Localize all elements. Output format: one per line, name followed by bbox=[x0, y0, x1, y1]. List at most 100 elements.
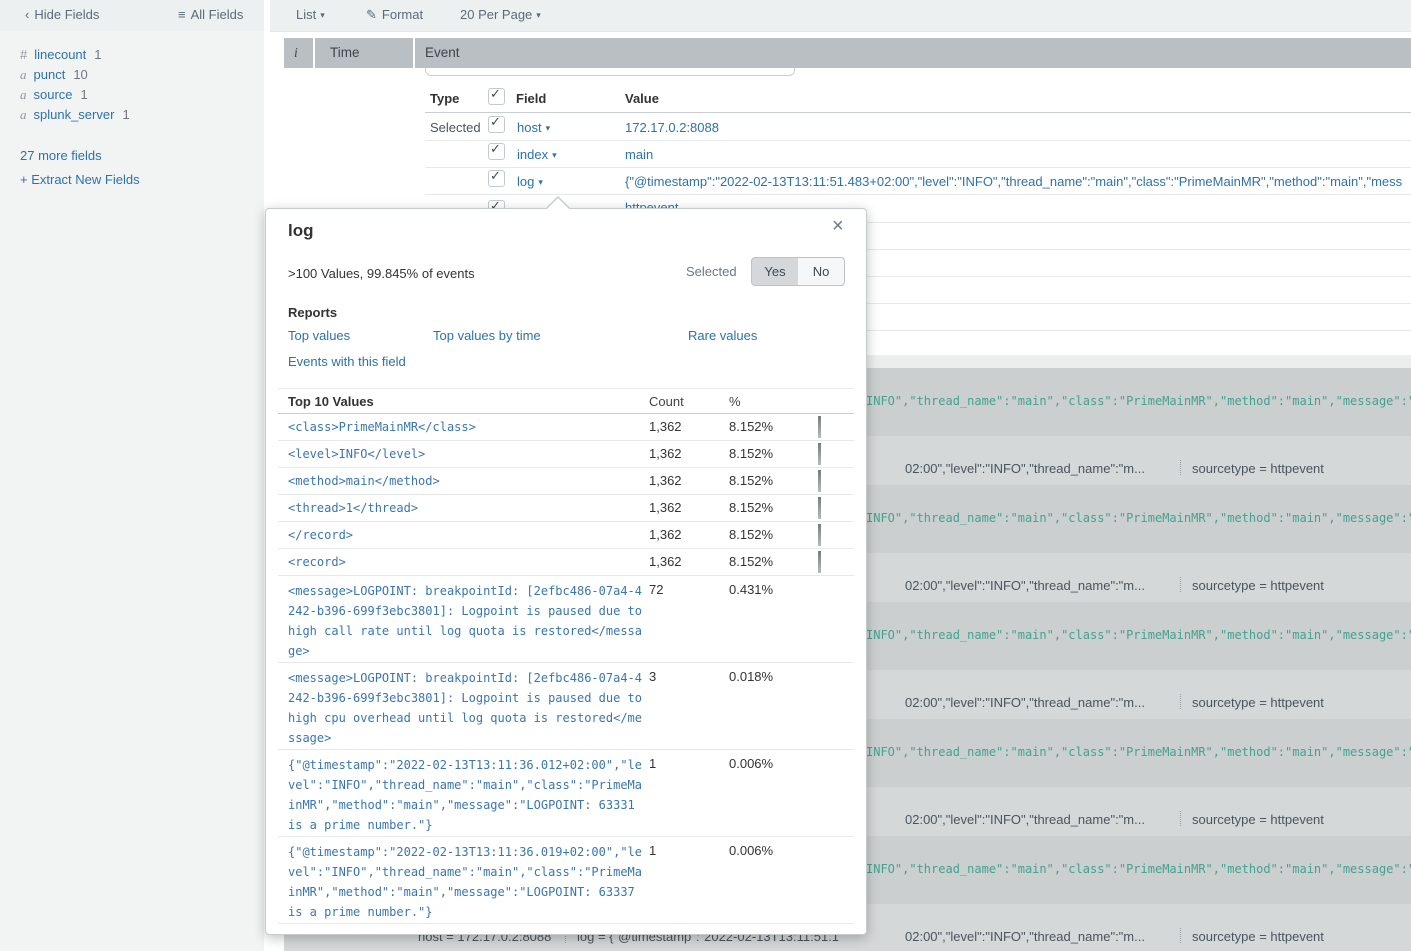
field-value-log[interactable]: {"@timestamp":"2022-02-13T13:11:51.483+0… bbox=[625, 174, 1402, 189]
field-name-host[interactable]: host▾ bbox=[517, 120, 550, 135]
divider-dotted bbox=[1180, 811, 1181, 826]
value-count: 1,362 bbox=[649, 473, 682, 488]
meta-sourcetype[interactable]: sourcetype = httpevent bbox=[1192, 461, 1324, 476]
time-column-header: Time bbox=[315, 38, 413, 68]
value-link[interactable]: <record> bbox=[288, 553, 346, 571]
popup-title: log bbox=[288, 221, 314, 241]
pct-bar bbox=[818, 497, 821, 519]
field-info-popup: log × >100 Values, 99.845% of events Sel… bbox=[265, 208, 867, 935]
field-checkbox[interactable]: ✓ bbox=[488, 116, 505, 133]
string-field-icon: a bbox=[20, 87, 27, 102]
check-icon: ✓ bbox=[490, 86, 501, 102]
divider-dotted bbox=[1180, 460, 1181, 475]
value-link[interactable]: <level>INFO</level> bbox=[288, 445, 425, 463]
field-value-index[interactable]: main bbox=[625, 147, 653, 162]
value-count: 1 bbox=[649, 756, 656, 771]
select-all-checkbox[interactable]: ✓ bbox=[488, 88, 505, 105]
sidebar-field-punct: apunct10 bbox=[20, 67, 88, 83]
raw-event-fragment: INFO","thread_name":"main","class":"Prim… bbox=[866, 862, 1411, 876]
caret-down-icon: ▾ bbox=[320, 10, 325, 20]
count-header: Count bbox=[649, 394, 684, 409]
field-value-count: 1 bbox=[122, 107, 129, 122]
extract-new-fields-link[interactable]: + Extract New Fields bbox=[20, 172, 140, 187]
meta-log-tail: 02:00","level":"INFO","thread_name":"m..… bbox=[905, 578, 1145, 593]
list-view-dropdown[interactable]: List▾ bbox=[296, 7, 325, 22]
value-pct: 8.152% bbox=[729, 527, 773, 542]
more-fields-link[interactable]: 27 more fields bbox=[20, 148, 102, 163]
selected-yes-button[interactable]: Yes bbox=[751, 257, 799, 286]
sidebar-field-source: asource1 bbox=[20, 87, 88, 103]
value-link[interactable]: <message>LOGPOINT: breakpointId: [2efbc4… bbox=[288, 581, 644, 661]
value-pct: 8.152% bbox=[729, 554, 773, 569]
details-value-header: Value bbox=[625, 91, 659, 106]
field-value-host[interactable]: 172.17.0.2:8088 bbox=[625, 120, 719, 135]
value-link[interactable]: <message>LOGPOINT: breakpointId: [2efbc4… bbox=[288, 668, 644, 748]
value-pct: 0.006% bbox=[729, 756, 773, 771]
value-link[interactable]: {"@timestamp":"2022-02-13T13:11:36.019+0… bbox=[288, 842, 644, 922]
pct-bar bbox=[818, 443, 821, 465]
meta-sourcetype[interactable]: sourcetype = httpevent bbox=[1192, 929, 1324, 944]
rare-values-link[interactable]: Rare values bbox=[688, 328, 757, 343]
sidebar-field-splunk-server: a splunk_server 1 bbox=[20, 107, 130, 123]
divider bbox=[425, 140, 1411, 141]
divider bbox=[278, 440, 854, 441]
per-page-dropdown[interactable]: 20 Per Page▾ bbox=[460, 7, 541, 22]
caret-down-icon: ▾ bbox=[552, 150, 557, 160]
meta-sourcetype[interactable]: sourcetype = httpevent bbox=[1192, 695, 1324, 710]
pct-header: % bbox=[729, 394, 741, 409]
divider bbox=[425, 112, 1411, 113]
reports-label: Reports bbox=[288, 305, 337, 320]
value-pct: 8.152% bbox=[729, 473, 773, 488]
divider bbox=[278, 521, 854, 522]
value-link[interactable]: </record> bbox=[288, 526, 353, 544]
meta-sourcetype[interactable]: sourcetype = httpevent bbox=[1192, 578, 1324, 593]
top-values-link[interactable]: Top values bbox=[288, 328, 350, 343]
divider bbox=[278, 548, 854, 549]
numeric-field-icon: # bbox=[20, 47, 27, 62]
meta-sourcetype[interactable]: sourcetype = httpevent bbox=[1192, 812, 1324, 827]
format-button[interactable]: ✎Format bbox=[366, 7, 423, 23]
hide-fields-button[interactable]: ‹Hide Fields bbox=[25, 7, 99, 22]
close-icon[interactable]: × bbox=[832, 215, 844, 238]
value-link[interactable]: {"@timestamp":"2022-02-13T13:11:36.012+0… bbox=[288, 755, 644, 835]
caret-down-icon: ▾ bbox=[536, 10, 541, 20]
divider bbox=[278, 413, 854, 414]
string-field-icon: a bbox=[20, 107, 27, 122]
divider bbox=[278, 494, 854, 495]
field-link[interactable]: punct bbox=[34, 67, 66, 82]
value-link[interactable]: <method>main</method> bbox=[288, 472, 440, 490]
field-link[interactable]: splunk_server bbox=[34, 107, 115, 122]
selected-no-button[interactable]: No bbox=[798, 257, 845, 286]
field-name-log[interactable]: log▾ bbox=[517, 174, 543, 189]
divider bbox=[278, 923, 854, 924]
value-pct: 0.018% bbox=[729, 669, 773, 684]
value-count: 1,362 bbox=[649, 527, 682, 542]
value-link[interactable]: <class>PrimeMainMR</class> bbox=[288, 418, 476, 436]
value-count: 1,362 bbox=[649, 554, 682, 569]
row-type-label: Selected bbox=[430, 120, 481, 135]
check-icon: ✓ bbox=[490, 114, 501, 130]
divider bbox=[425, 194, 1411, 195]
caret-down-icon: ▾ bbox=[546, 123, 551, 133]
field-link[interactable]: linecount bbox=[34, 47, 86, 62]
field-checkbox[interactable]: ✓ bbox=[488, 143, 505, 160]
divider-dotted bbox=[1180, 577, 1181, 592]
sidebar-field-linecount: #linecount1 bbox=[20, 47, 102, 62]
field-checkbox[interactable]: ✓ bbox=[488, 170, 505, 187]
value-count: 1,362 bbox=[649, 500, 682, 515]
divider bbox=[278, 836, 854, 837]
value-count: 72 bbox=[649, 582, 663, 597]
raw-event-fragment: INFO","thread_name":"main","class":"Prim… bbox=[866, 628, 1411, 642]
meta-log-tail: 02:00","level":"INFO","thread_name":"m..… bbox=[905, 929, 1145, 944]
meta-log-tail: 02:00","level":"INFO","thread_name":"m..… bbox=[905, 812, 1145, 827]
details-type-header: Type bbox=[430, 91, 459, 106]
all-fields-button[interactable]: ≡All Fields bbox=[178, 7, 243, 22]
details-field-header: Field bbox=[516, 91, 546, 106]
field-link[interactable]: source bbox=[34, 87, 73, 102]
events-with-field-link[interactable]: Events with this field bbox=[288, 354, 406, 369]
field-name-index[interactable]: index▾ bbox=[517, 147, 557, 162]
divider bbox=[278, 662, 854, 663]
value-link[interactable]: <thread>1</thread> bbox=[288, 499, 418, 517]
top-values-by-time-link[interactable]: Top values by time bbox=[433, 328, 541, 343]
toolbar-divider bbox=[264, 0, 270, 32]
